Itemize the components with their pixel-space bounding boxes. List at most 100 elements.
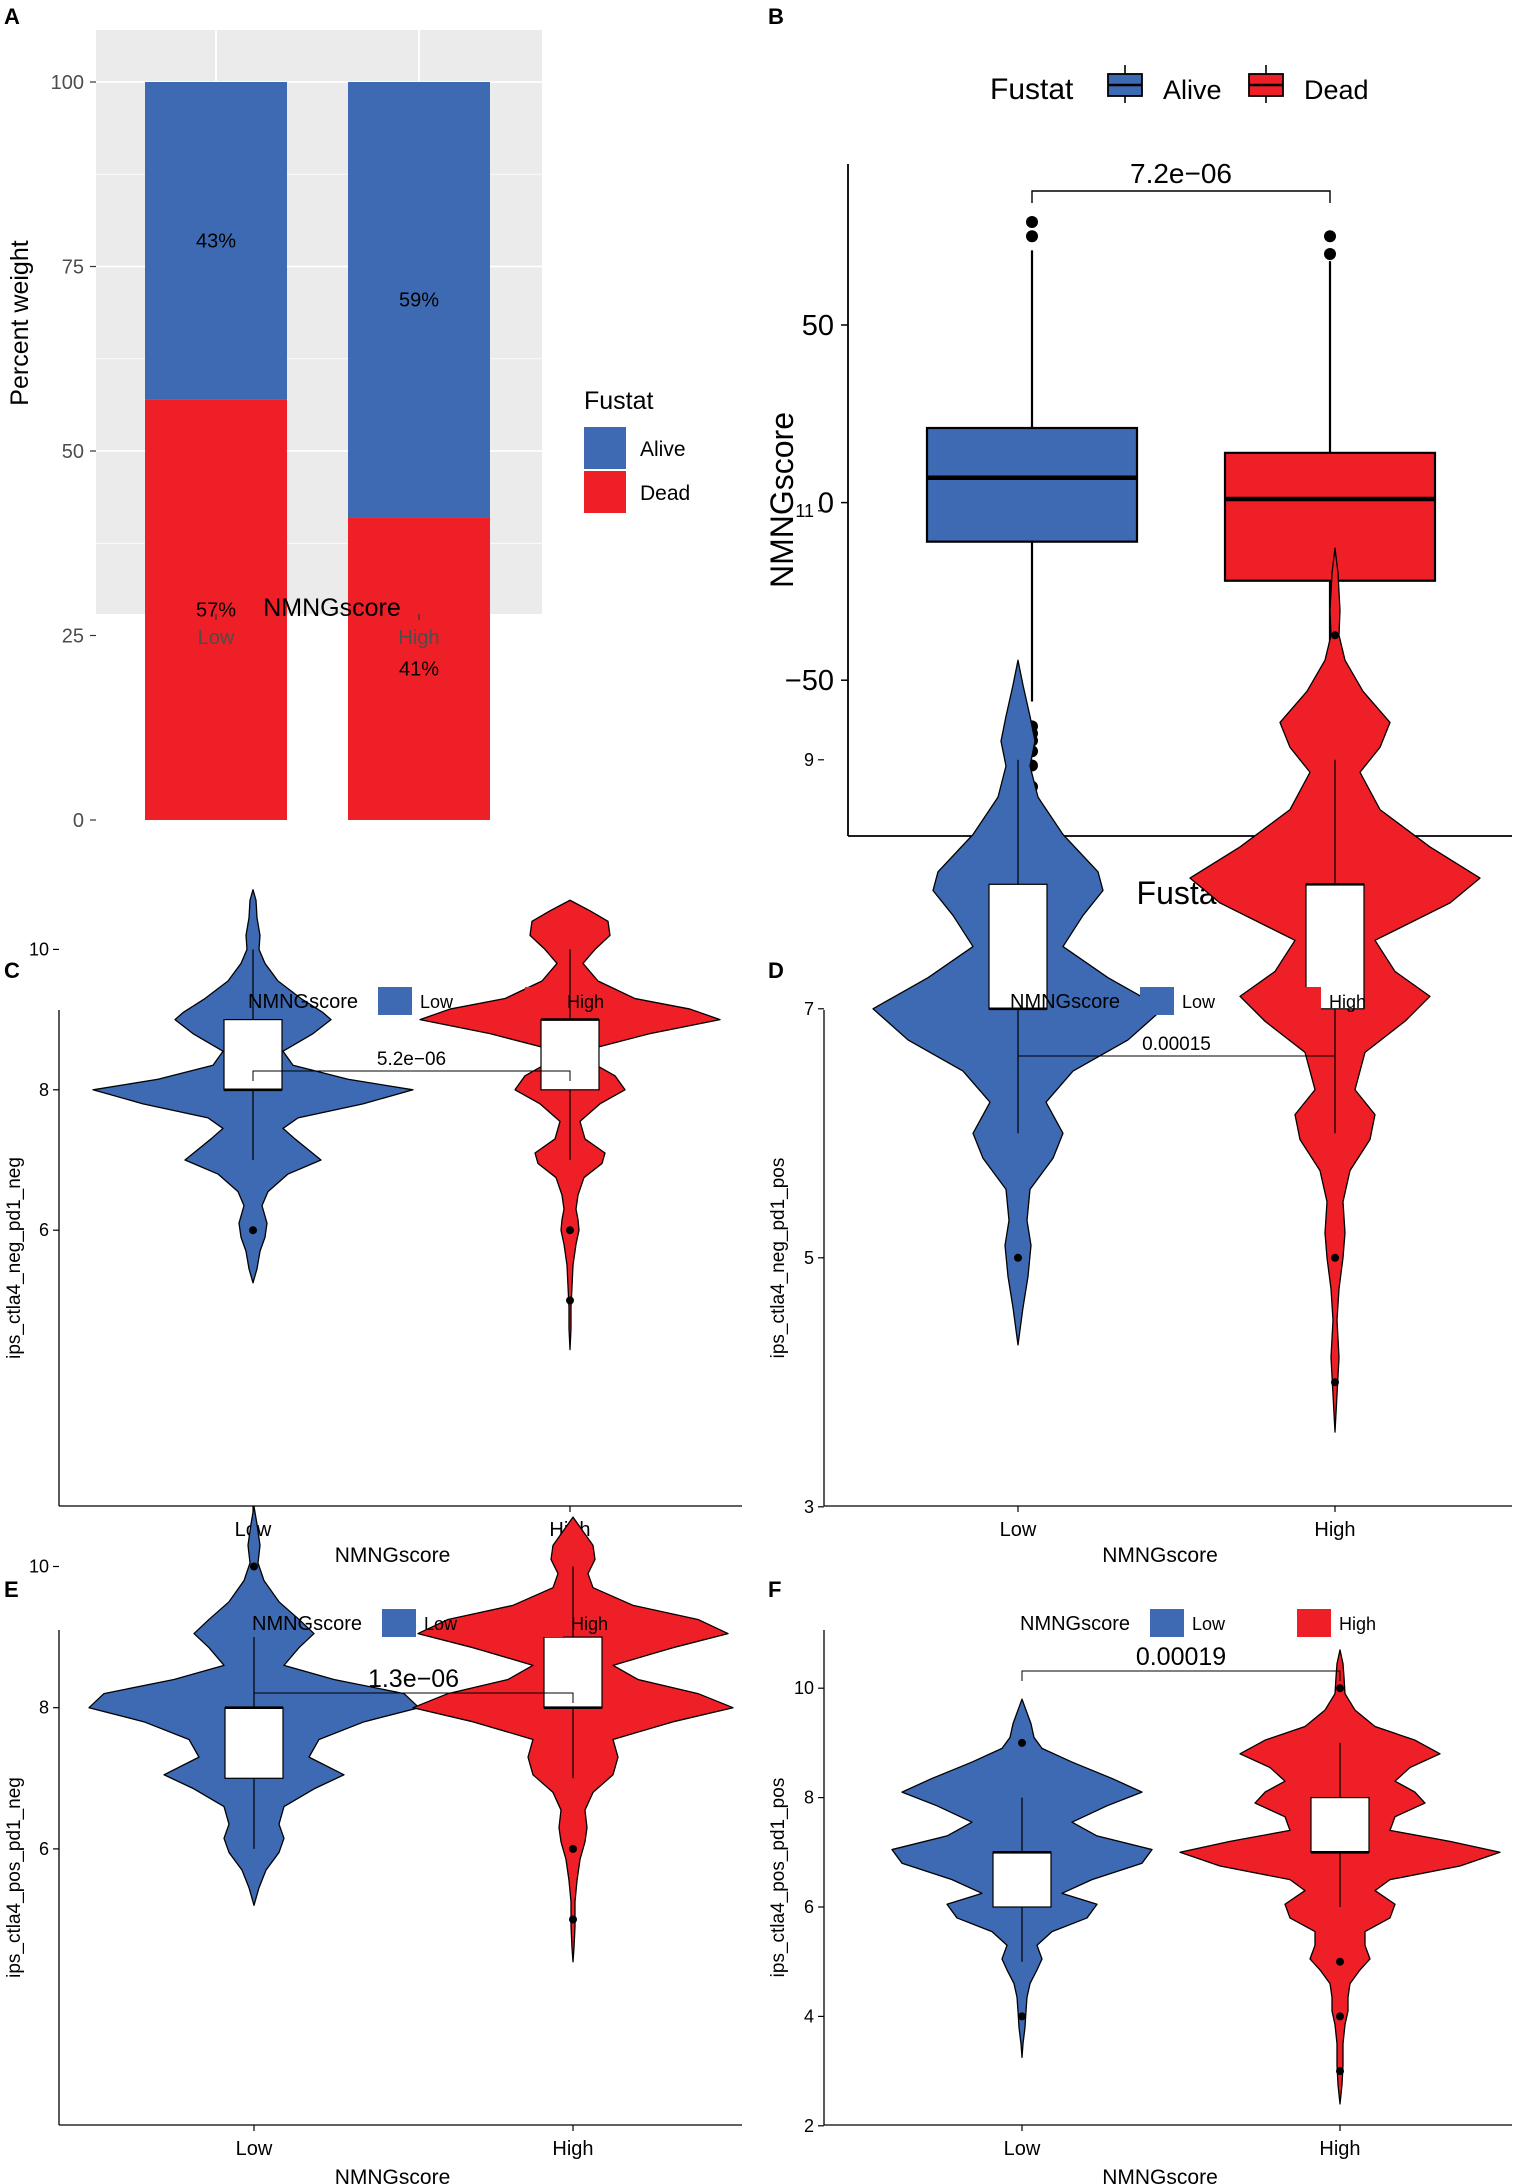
svg-text:E: E xyxy=(4,1577,19,1602)
f-p-value: 0.00019 xyxy=(1136,1643,1226,1671)
a-y-tick-label: 75 xyxy=(62,257,84,279)
b-legend: Fustat Alive Dead xyxy=(990,65,1369,106)
f-legend-label-low: Low xyxy=(1192,1614,1226,1634)
a-y-tick-label: 25 xyxy=(62,626,84,648)
d-box-low xyxy=(988,883,1048,1010)
e-outlier-high xyxy=(569,1915,577,1924)
panel-f-chart: Low High 2 4 6 8 10 0.00019 NMNGscore ips_ctla4_p… xyxy=(768,1609,1512,2184)
e-y-axis-title: ips_ctla4_pos_pd1_neg xyxy=(4,1777,25,1978)
f-legend-title: NMNGscore xyxy=(1020,1613,1130,1635)
c-legend: NMNGscore Low High xyxy=(248,987,604,1015)
f-x-tick-label: Low xyxy=(1004,2138,1041,2160)
d-legend-key-high xyxy=(1287,987,1321,1015)
f-outlier-high xyxy=(1336,2067,1344,2076)
e-legend-title: NMNGscore xyxy=(252,1613,362,1635)
d-x-axis-title: NMNGscore xyxy=(1102,1544,1218,1567)
c-significance-bracket xyxy=(252,1070,571,1081)
a-legend-key-alive xyxy=(584,427,626,469)
f-y-tick-label: 4 xyxy=(804,2006,814,2026)
c-y-tick-label: 8 xyxy=(39,1080,49,1100)
d-y-axis-title: ips_ctla4_neg_pd1_pos xyxy=(768,1158,789,1359)
d-y-tick-label: 11 xyxy=(795,501,814,521)
f-significance-bracket xyxy=(1021,1670,1341,1681)
e-x-axis-title: NMNGscore xyxy=(335,2166,451,2184)
d-legend-title: NMNGscore xyxy=(1010,991,1120,1013)
svg-text:B: B xyxy=(768,4,784,29)
b-significance-bracket xyxy=(1031,190,1331,203)
b-box-dead xyxy=(1223,451,1437,582)
e-outlier-low xyxy=(250,1562,258,1571)
d-x-tick-label: Low xyxy=(1000,1519,1037,1541)
a-x-tick-label: High xyxy=(398,627,439,649)
f-legend-key-low xyxy=(1150,1609,1184,1637)
a-x-tick-label: Low xyxy=(198,627,235,649)
a-y-tick-label: 50 xyxy=(62,441,84,463)
b-legend-label-alive: Alive xyxy=(1163,75,1222,105)
c-y-tick-label: 10 xyxy=(29,939,49,959)
c-outlier-high xyxy=(566,1296,574,1305)
a-label-dead-low: 57% xyxy=(196,600,236,622)
a-label-dead-high: 41% xyxy=(399,659,439,681)
b-y-axis-title: NMNGscore xyxy=(764,412,800,588)
c-legend-title: NMNGscore xyxy=(248,991,358,1013)
e-y-tick-label: 6 xyxy=(39,1839,49,1859)
e-outlier-high xyxy=(569,1844,577,1853)
a-label-alive-high: 59% xyxy=(399,290,439,312)
a-legend-title: Fustat xyxy=(584,387,654,415)
c-legend-label-high: High xyxy=(567,992,604,1012)
svg-text:F: F xyxy=(768,1577,781,1602)
f-y-tick-label: 2 xyxy=(804,2116,814,2136)
panel-c-letter: C xyxy=(4,958,20,983)
d-outlier-high xyxy=(1331,1253,1339,1262)
e-legend-key-high xyxy=(529,1609,563,1637)
d-legend-label-low: Low xyxy=(1182,992,1216,1012)
a-bar-dead-high xyxy=(348,517,490,820)
b-y-tick-label: −50 xyxy=(785,665,834,697)
a-label-alive-low: 43% xyxy=(196,231,236,253)
panel-a-letter: A xyxy=(4,4,20,29)
panel-b-chart: Alive Dead −50 0 50 7.2e−06 Fustat NMNGscore Fus… xyxy=(764,65,1512,911)
f-outlier-high xyxy=(1336,1684,1344,1693)
a-y-axis-title: Percent weight xyxy=(6,240,34,405)
panel-c-chart: Low High 6 8 10 5.2e−06 NMNGscore ips_ctla4_neg… xyxy=(4,889,742,1567)
d-y-tick-label: 9 xyxy=(804,750,814,770)
svg-text:D: D xyxy=(768,958,784,983)
c-outlier-low xyxy=(249,1226,257,1235)
f-y-tick-label: 8 xyxy=(804,1788,814,1808)
b-p-value: 7.2e−06 xyxy=(1130,158,1232,189)
b-outlier-alive xyxy=(1026,230,1038,243)
d-legend-key-low xyxy=(1140,987,1174,1015)
e-legend: NMNGscore Low High xyxy=(252,1609,608,1637)
b-outlier-dead xyxy=(1324,247,1336,260)
d-legend-label-high: High xyxy=(1329,992,1366,1012)
e-box-low xyxy=(224,1707,284,1779)
a-x-axis-title: NMNGscore xyxy=(263,594,401,622)
d-x-tick-label: High xyxy=(1314,1519,1355,1541)
c-outlier-high xyxy=(566,1226,574,1235)
e-y-tick-label: 8 xyxy=(39,1698,49,1718)
a-bar-dead-low xyxy=(145,399,287,820)
d-outlier-high xyxy=(1331,1378,1339,1387)
f-outlier-low xyxy=(1018,1738,1026,1747)
f-y-tick-label: 6 xyxy=(804,1897,814,1917)
panel-e-letter: E xyxy=(4,1577,19,1602)
d-y-tick-label: 7 xyxy=(804,999,814,1019)
c-y-tick-label: 6 xyxy=(39,1220,49,1240)
b-y-tick-label: 50 xyxy=(802,310,834,342)
e-significance-bracket xyxy=(253,1692,574,1703)
b-outlier-dead xyxy=(1324,230,1336,243)
e-legend-key-low xyxy=(382,1609,416,1637)
f-legend: NMNGscore Low High xyxy=(1020,1609,1376,1637)
b-box-alive xyxy=(925,426,1139,543)
b-outlier-alive xyxy=(1026,215,1038,228)
b-y-tick-label: 0 xyxy=(818,488,834,520)
f-box-high xyxy=(1310,1796,1370,1853)
c-legend-key-high xyxy=(525,987,559,1015)
a-legend: Fustat Alive Dead xyxy=(584,387,690,513)
f-legend-label-high: High xyxy=(1339,1614,1376,1634)
a-y-tick-label: 0 xyxy=(73,810,84,832)
d-p-value: 0.00015 xyxy=(1142,1034,1211,1055)
c-p-value: 5.2e−06 xyxy=(377,1049,446,1070)
d-y-tick-label: 5 xyxy=(804,1248,814,1268)
e-y-tick-label: 10 xyxy=(29,1557,49,1577)
